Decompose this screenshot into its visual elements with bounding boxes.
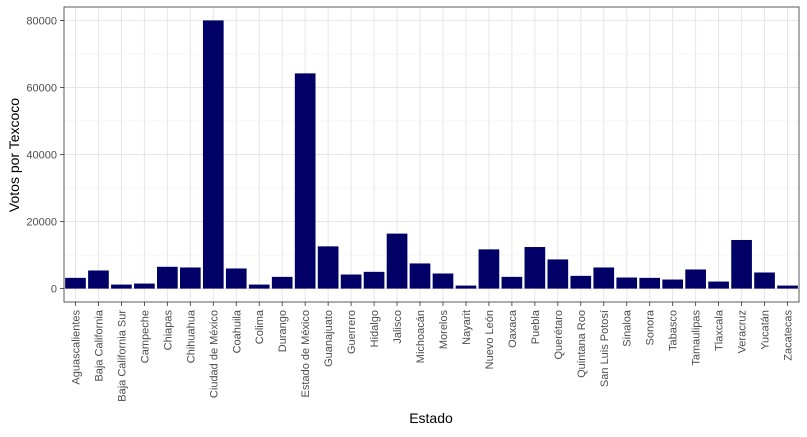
bar <box>432 273 454 289</box>
bar <box>478 249 500 289</box>
x-tick-label: Sinaloa <box>622 309 634 347</box>
bar <box>111 284 132 289</box>
x-tick-label: Chihuahua <box>185 309 197 363</box>
x-tick-label: Quintana Roo <box>576 310 588 378</box>
x-tick-label: Tabasco <box>668 310 680 351</box>
y-axis: 0 20000 40000 60000 80000 <box>26 15 64 296</box>
x-tick-label: Tlaxcala <box>714 309 726 351</box>
bar <box>685 269 706 289</box>
bar <box>248 284 270 289</box>
bar <box>157 266 178 289</box>
bar <box>202 20 224 289</box>
bar <box>317 246 339 289</box>
bar <box>363 271 385 289</box>
x-tick-label: Sonora <box>645 309 657 345</box>
x-tick-label: Zacatecas <box>783 310 795 361</box>
x-axis-title: Estado <box>409 410 453 426</box>
y-axis-title: Votos por Texcoco <box>6 98 22 212</box>
bar <box>294 73 316 289</box>
bar <box>708 281 729 289</box>
bar <box>179 267 201 289</box>
x-axis: Aguascalientes Baja California Baja Califo… <box>70 302 795 402</box>
bar <box>777 285 798 289</box>
bar <box>386 233 408 289</box>
x-tick-label: Morelos <box>438 310 450 350</box>
x-tick-label: Colima <box>254 309 266 344</box>
y-tick-label: 20000 <box>26 217 57 229</box>
x-tick-label: Guerrero <box>346 310 358 354</box>
bar <box>501 276 523 289</box>
bar <box>731 239 752 289</box>
x-tick-label: Oaxaca <box>507 309 519 348</box>
bar <box>593 267 615 289</box>
x-tick-label: Nayarit <box>461 310 473 345</box>
bar <box>754 272 775 289</box>
y-tick-label: 80000 <box>26 15 57 27</box>
y-tick-label: 60000 <box>26 82 57 94</box>
bar <box>524 247 546 289</box>
x-tick-label: Puebla <box>530 309 542 344</box>
y-tick-label: 0 <box>51 284 57 296</box>
bar <box>340 274 362 289</box>
bars-group <box>65 20 798 289</box>
bar <box>65 277 86 289</box>
bar <box>409 263 431 289</box>
bar <box>271 276 293 289</box>
bar <box>134 283 155 289</box>
x-tick-label: Guanajuato <box>323 310 335 367</box>
bar <box>639 277 661 289</box>
x-tick-label: Campeche <box>139 310 151 363</box>
x-tick-label: Ciudad de México <box>208 310 220 398</box>
bar <box>616 277 638 289</box>
x-tick-label: Chiapas <box>162 310 174 351</box>
x-tick-label: Querétaro <box>553 310 565 360</box>
x-tick-label: Baja California Sur <box>116 310 128 402</box>
bar <box>455 285 477 289</box>
bar <box>225 268 247 289</box>
grid-lines <box>64 7 799 302</box>
bar <box>547 259 569 289</box>
x-tick-label: Durango <box>277 310 289 352</box>
x-tick-label: Jalisco <box>392 310 404 344</box>
x-tick-label: Yucatán <box>760 310 772 350</box>
x-tick-label: Veracruz <box>737 310 749 353</box>
bar <box>570 275 592 289</box>
bar <box>88 270 109 289</box>
x-tick-label: Nuevo León <box>484 310 496 369</box>
x-tick-label: Coahuila <box>231 309 243 353</box>
bar <box>662 279 684 289</box>
x-tick-label: Hidalgo <box>369 310 381 347</box>
x-tick-label: Aguascalientes <box>70 310 82 385</box>
x-tick-label: Michoacán <box>415 310 427 363</box>
x-tick-label: San Luis Potosí <box>599 310 611 387</box>
x-tick-label: Estado de México <box>300 310 312 397</box>
y-tick-label: 40000 <box>26 150 57 162</box>
x-tick-label: Tamaulipas <box>691 310 703 366</box>
x-tick-label: Baja California <box>93 309 105 381</box>
